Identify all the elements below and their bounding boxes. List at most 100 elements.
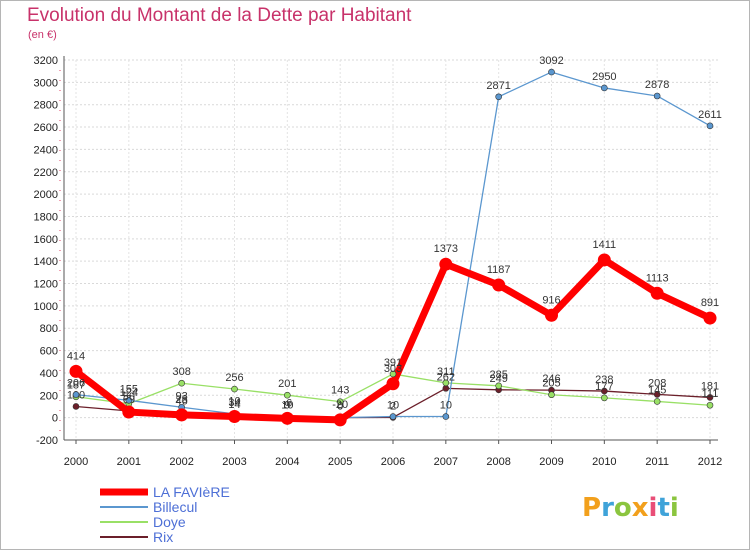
x-tick-label: 2007 (434, 456, 458, 468)
data-label: 9 (284, 400, 290, 412)
y-tick-label: 2000 (34, 189, 58, 201)
data-label: 256 (225, 372, 243, 384)
y-tick-label: 800 (40, 323, 58, 335)
x-tick-label: 2012 (698, 456, 722, 468)
data-point (706, 401, 714, 409)
data-label: 206 (67, 378, 85, 390)
data-label: 1373 (434, 243, 458, 255)
y-tick-label: 1800 (34, 211, 58, 223)
data-point (72, 403, 80, 410)
data-label: 2950 (592, 71, 616, 83)
data-label: 201 (278, 378, 296, 390)
x-tick-label: 2008 (486, 456, 510, 468)
data-point (125, 397, 133, 404)
data-point (548, 391, 555, 399)
data-label: 2878 (645, 79, 669, 91)
data-label: 391 (384, 357, 402, 369)
data-label: 50 (123, 391, 135, 403)
data-point (706, 394, 714, 401)
chart-title: Evolution du Montant de la Dette par Hab… (27, 5, 412, 26)
data-label: 10 (281, 400, 293, 412)
data-point (653, 398, 661, 405)
data-point (72, 391, 80, 398)
data-point (492, 278, 506, 292)
y-tick-label: 2400 (34, 144, 58, 156)
data-label: 249 (489, 373, 507, 385)
data-point (601, 394, 608, 402)
x-tick-label: 2004 (275, 456, 299, 468)
data-label: 0 (337, 401, 343, 413)
legend-label: Rix (153, 529, 173, 545)
data-label: 1113 (646, 272, 669, 284)
x-tick-label: 2006 (381, 456, 405, 468)
data-label: 155 (120, 383, 138, 395)
data-point (175, 408, 189, 422)
data-label: 205 (542, 378, 560, 390)
proxiti-logo: Proxiti (582, 493, 679, 523)
data-point (336, 398, 344, 405)
data-label: 285 (489, 369, 507, 381)
data-point (280, 411, 294, 425)
y-tick-label: 2600 (34, 122, 58, 134)
data-point (178, 379, 185, 387)
legend-label: Billecul (153, 499, 197, 515)
data-point (69, 364, 83, 378)
data-label: 124 (120, 387, 138, 399)
data-point (545, 308, 558, 322)
data-label: 2871 (486, 80, 510, 92)
unit-label: (en €) (28, 29, 57, 41)
data-label: 246 (542, 373, 560, 385)
x-tick-label: 2000 (64, 456, 88, 468)
data-point (653, 391, 661, 398)
data-point (601, 387, 608, 395)
data-label: 25 (176, 394, 188, 406)
y-tick-label: 3200 (34, 55, 58, 67)
x-tick-label: 2005 (328, 456, 352, 468)
y-tick-label: 1600 (34, 234, 58, 246)
data-label: 187 (67, 380, 85, 392)
data-label: 208 (648, 377, 666, 389)
data-point (597, 253, 611, 267)
data-label: 2 (390, 400, 396, 412)
data-label: 414 (67, 350, 85, 362)
y-tick-label: 400 (40, 368, 58, 380)
data-label: -6 (282, 397, 292, 409)
legend-label: LA FAVIèRE (153, 484, 230, 500)
data-point (442, 385, 450, 392)
data-label: 891 (701, 297, 719, 309)
data-point (439, 257, 453, 271)
y-tick-label: 1000 (34, 301, 58, 313)
y-tick-label: -200 (36, 435, 58, 447)
x-tick-label: 2003 (222, 456, 246, 468)
data-point (653, 92, 661, 100)
data-label: 3092 (539, 55, 563, 67)
data-label: 2611 (698, 109, 722, 121)
data-label: 262 (437, 371, 455, 383)
data-label: 916 (542, 294, 560, 306)
data-point (601, 84, 608, 92)
data-label: 10 (228, 396, 240, 408)
data-label: 311 (437, 366, 455, 378)
data-point (442, 379, 450, 387)
data-point (284, 391, 291, 399)
y-tick-label: 1400 (34, 256, 58, 268)
data-point (228, 410, 241, 424)
data-point (495, 382, 502, 390)
data-label: 181 (701, 380, 719, 392)
y-tick-label: 1200 (34, 279, 58, 291)
y-tick-label: 200 (40, 390, 58, 402)
data-label: 14 (228, 399, 240, 411)
x-tick-label: 2001 (117, 456, 141, 468)
data-point (122, 405, 136, 419)
data-point (548, 68, 555, 76)
data-label: 0 (337, 401, 343, 413)
data-label: 111 (702, 388, 719, 400)
y-tick-label: 2200 (34, 167, 58, 179)
data-point (231, 385, 238, 393)
data-label: 1411 (593, 239, 617, 251)
data-point (389, 370, 397, 378)
data-label: 177 (595, 381, 613, 393)
data-label: 1187 (487, 264, 511, 276)
data-label: -20 (332, 399, 348, 411)
